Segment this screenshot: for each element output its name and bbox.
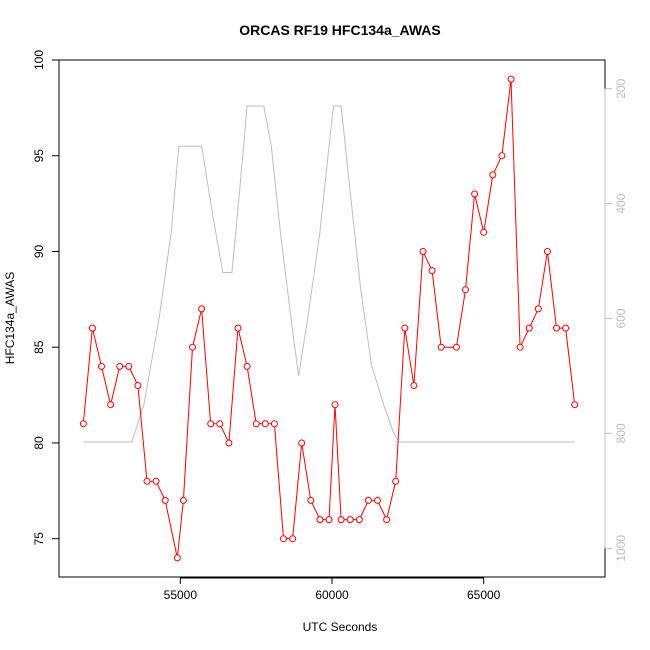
data-point <box>489 171 497 179</box>
data-point <box>562 324 570 332</box>
data-point <box>325 516 333 524</box>
data-point <box>179 496 187 504</box>
chart-title: ORCAS RF19 HFC134a_AWAS <box>239 22 441 38</box>
altitude-series <box>83 105 575 443</box>
data-point <box>437 343 445 351</box>
data-point <box>364 496 372 504</box>
right-tick-label: 1000 <box>614 535 628 562</box>
data-point <box>88 324 96 332</box>
data-point <box>280 535 287 543</box>
data-point <box>143 477 151 485</box>
data-point <box>134 382 142 389</box>
data-point <box>452 343 460 351</box>
data-point <box>392 477 400 485</box>
data-point <box>516 343 524 351</box>
y-tick-label: 85 <box>32 340 46 354</box>
data-point <box>98 362 105 370</box>
data-point <box>316 516 324 524</box>
y-tick-label: 80 <box>32 436 46 450</box>
data-point <box>252 420 260 428</box>
data-point <box>270 420 278 428</box>
right-tick-label: 200 <box>614 78 628 98</box>
y-tick-label: 100 <box>32 50 46 70</box>
y-tick-label: 90 <box>32 244 46 258</box>
y-tick-label: 75 <box>32 532 46 546</box>
data-point <box>462 286 469 294</box>
data-point <box>161 496 169 504</box>
data-point <box>480 228 488 236</box>
data-point <box>307 496 315 504</box>
data-point <box>216 420 224 428</box>
data-point <box>331 401 339 409</box>
y-tick-label: 95 <box>32 149 46 163</box>
x-axis-label: UTC Seconds <box>303 620 378 634</box>
data-point <box>346 516 354 524</box>
data-point <box>553 324 560 332</box>
hfc134a-series <box>79 75 579 562</box>
data-point <box>152 477 160 485</box>
data-point <box>337 516 345 524</box>
data-point <box>534 305 542 313</box>
y-axis-label: HFC134a_AWAS <box>3 272 17 364</box>
x-tick-label: 55000 <box>164 588 198 602</box>
data-point <box>419 248 427 255</box>
data-point <box>471 190 479 198</box>
data-point <box>289 535 297 543</box>
data-point <box>410 382 418 389</box>
data-point <box>355 516 363 524</box>
data-point <box>543 248 551 255</box>
data-point <box>107 401 115 409</box>
x-tick-label: 65000 <box>467 588 501 602</box>
right-tick-label: 600 <box>614 308 628 328</box>
right-tick-label: 400 <box>614 193 628 213</box>
right-axis: 200 400 600 800 1000 <box>604 78 628 562</box>
data-point <box>207 420 215 428</box>
y-axis: 75 80 85 90 95 100 <box>32 50 60 546</box>
data-point <box>401 324 409 332</box>
data-point <box>261 420 269 428</box>
data-point <box>374 496 381 504</box>
data-point <box>189 343 196 351</box>
plot-frame <box>58 59 606 578</box>
data-point <box>571 401 579 409</box>
altitude-line <box>83 105 575 443</box>
data-point <box>125 362 133 370</box>
data-point <box>383 516 391 524</box>
data-point <box>507 75 515 83</box>
data-point <box>234 324 242 332</box>
data-point <box>498 152 506 160</box>
data-point <box>225 439 233 447</box>
data-point <box>79 420 87 428</box>
x-tick-label: 60000 <box>315 588 349 602</box>
right-tick-label: 800 <box>614 423 628 443</box>
data-point <box>243 362 251 370</box>
data-point <box>428 267 436 275</box>
data-point <box>198 305 206 313</box>
data-point <box>116 362 124 370</box>
data-point <box>173 554 181 562</box>
data-point <box>298 439 306 447</box>
x-axis: 55000 60000 65000 <box>164 577 501 602</box>
data-point <box>525 324 533 332</box>
